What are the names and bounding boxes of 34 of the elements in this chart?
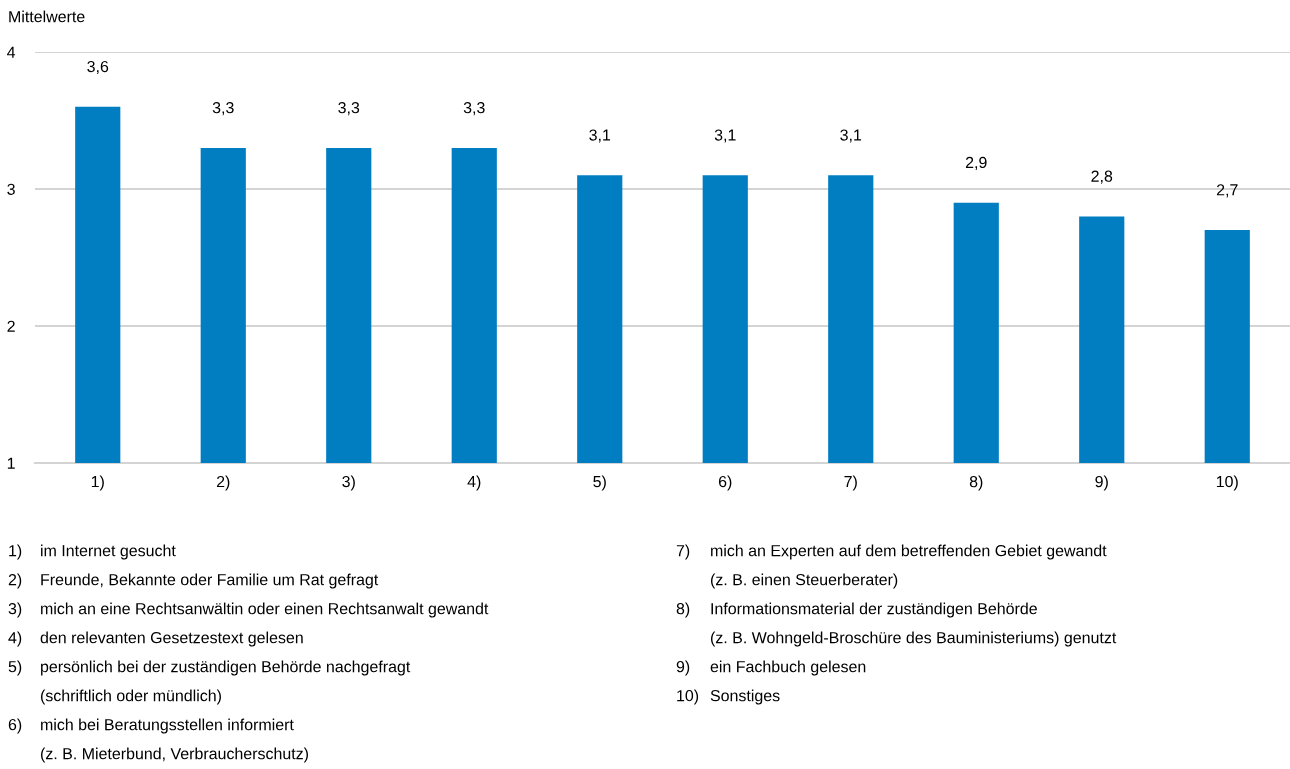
x-tick-label: 4)	[467, 475, 481, 491]
x-tick-label: 3)	[342, 475, 355, 491]
data-label: 3,1	[714, 129, 736, 143]
text: 5) persönlich bei der zuständigen Behörde nachgefragt (schriftlich oder mündlich)	[8, 660, 411, 705]
x-tick-label: 2)	[216, 475, 230, 491]
text: 6) mich bei Beratungsstellen informiert (z. B. Mieterbund, Verbraucherschutz)	[8, 718, 308, 763]
data-label: 2,8	[1091, 170, 1113, 184]
data-label: 3,1	[589, 129, 611, 143]
y-tick-label: 4	[7, 46, 16, 58]
text: 2) Freunde, Bekannte oder Familie um Rat gefragt	[8, 573, 379, 589]
x-tick-label: 7)	[844, 475, 857, 491]
x-tick-label: 1)	[91, 475, 104, 491]
data-label: 3,6	[87, 60, 109, 75]
y-tick-label: 2	[7, 320, 15, 332]
data-label: 3,3	[463, 101, 485, 116]
text: 1) im Internet gesucht	[9, 544, 176, 560]
y-axis-title: Mittelwerte	[9, 10, 85, 23]
x-tick-label: 8)	[969, 475, 983, 491]
data-label: 3,3	[212, 101, 234, 116]
y-tick-label: 1	[7, 457, 15, 469]
text: 7) mich an Experten auf dem betreffenden Gebiet gewandt (z. B. einen Steuerberater)	[676, 544, 1107, 589]
y-tick-label: 3	[7, 183, 15, 195]
text: 10) Sonstiges	[677, 689, 780, 705]
text: 3) mich an eine Rechtsanwältin oder einen Rechtsanwalt gewandt	[8, 602, 489, 618]
text: 9) ein Fachbuch gelesen	[676, 660, 866, 676]
x-tick-label: 9)	[1095, 475, 1108, 491]
data-label: 2,7	[1216, 184, 1238, 198]
text: 4) den relevanten Gesetzestext gelesen	[8, 631, 303, 647]
x-tick-label: 6)	[718, 475, 732, 491]
x-tick-label: 5)	[593, 475, 606, 491]
data-label: 2,9	[965, 156, 987, 170]
data-label: 3,3	[338, 101, 360, 116]
data-label: 3,1	[840, 129, 862, 143]
x-tick-label: 10)	[1216, 475, 1238, 491]
